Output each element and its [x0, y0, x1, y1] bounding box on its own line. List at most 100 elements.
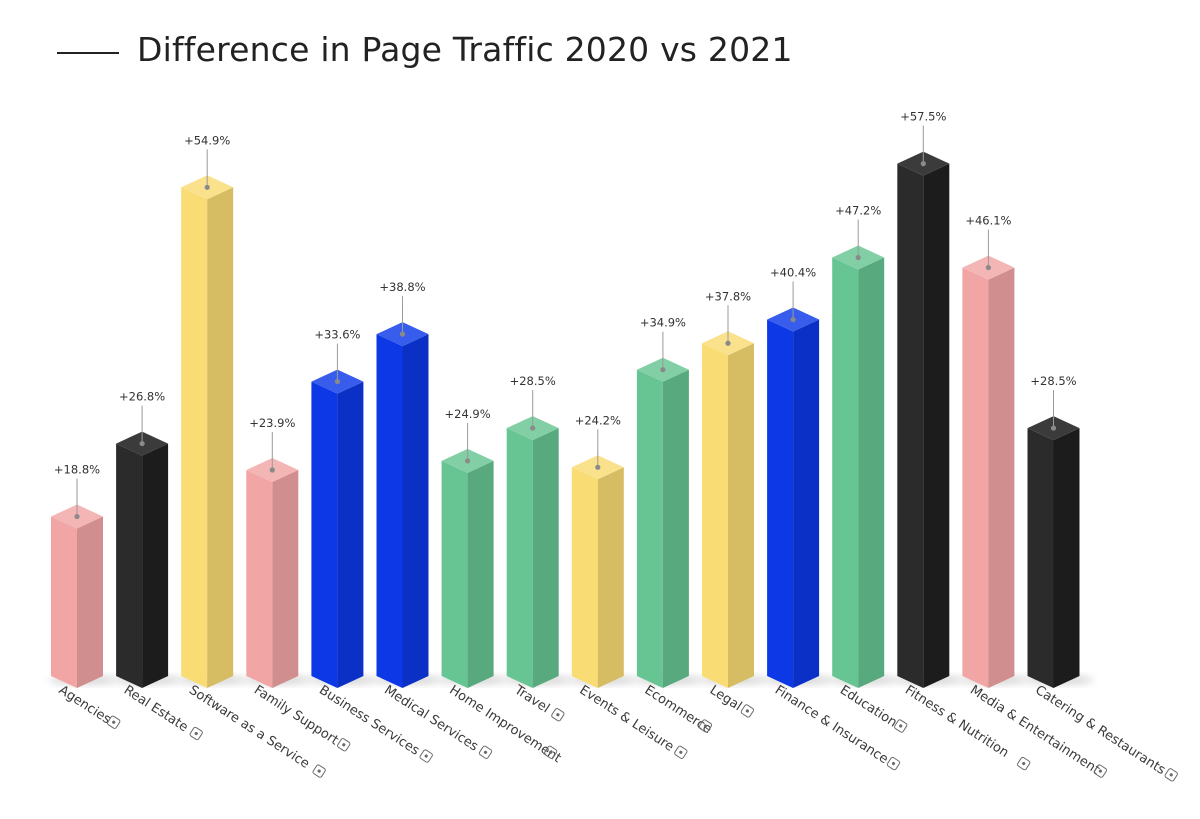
- icon-dot: [899, 724, 903, 728]
- value-dot: [399, 331, 406, 337]
- icon-outline: [551, 708, 565, 722]
- category-label: Home Improvement: [446, 683, 563, 766]
- calendar-icon: [674, 745, 688, 759]
- icon-outline: [894, 719, 908, 733]
- bar-13: +47.2% Education: [830, 204, 908, 733]
- bar-face-right: [532, 428, 559, 688]
- handshake-icon: [107, 715, 121, 729]
- value-label: +28.5%: [1030, 374, 1076, 388]
- bar-face-left: [702, 343, 728, 688]
- category-label: Finance & Insurance: [772, 683, 891, 767]
- value-label: +18.8%: [54, 463, 100, 477]
- bar-face-left: [116, 443, 143, 688]
- title-rule: [57, 52, 119, 54]
- bar-face-left: [376, 334, 403, 688]
- value-dot: [334, 378, 340, 385]
- icon-dot: [342, 743, 346, 747]
- bar-face-right: [467, 460, 494, 688]
- icon-dot: [1169, 773, 1173, 777]
- bar-face-left: [897, 163, 924, 689]
- value-dot: [465, 458, 471, 464]
- value-label: +24.9%: [445, 407, 491, 421]
- dollar-icon: [886, 756, 901, 771]
- icon-dot: [1098, 769, 1102, 773]
- icon-outline: [1164, 768, 1178, 782]
- value-label: +38.8%: [379, 280, 425, 294]
- bar-face-left: [962, 267, 989, 688]
- icon-dot: [556, 713, 560, 717]
- icon-outline: [674, 745, 688, 759]
- bar-16: +28.5%Catering & Restaurants: [1025, 374, 1178, 782]
- chef-icon: [1164, 768, 1178, 782]
- icon-dot: [112, 720, 116, 724]
- icon-outline: [543, 745, 558, 759]
- icon-outline: [312, 764, 326, 778]
- category-label: Education: [837, 683, 899, 731]
- icon-dot: [483, 750, 488, 754]
- icon-outline: [1017, 756, 1031, 771]
- icon-outline: [698, 719, 713, 733]
- value-dot: [269, 467, 275, 473]
- bar-8: +28.5%Travel: [504, 374, 573, 722]
- category-label: Agencies: [56, 683, 114, 728]
- bar-12: +40.4% Finance & Insurance: [765, 266, 901, 771]
- bar-face-left: [246, 470, 273, 688]
- bar-face-right: [597, 467, 624, 688]
- value-label: +40.4%: [770, 266, 816, 280]
- value-dot: [204, 184, 210, 190]
- value-dot: [855, 254, 861, 261]
- bar-face-left: [1027, 428, 1054, 688]
- value-label: +46.1%: [965, 214, 1011, 228]
- gear-icon: [312, 764, 326, 778]
- icon-outline: [1093, 764, 1108, 778]
- icon-dot: [424, 754, 428, 758]
- value-dot: [74, 513, 80, 520]
- icon-dot: [549, 750, 553, 754]
- category-label: Real Estate: [121, 683, 191, 736]
- value-dot: [1050, 425, 1057, 431]
- value-dot: [660, 367, 666, 373]
- icon-dot: [194, 731, 198, 736]
- bar-10: +34.9%Ecommerce: [634, 316, 714, 737]
- category-label: Media & Entertainment: [967, 683, 1102, 778]
- bar-face-left: [571, 467, 598, 688]
- value-dot: [530, 425, 536, 431]
- bar-face-right: [402, 334, 429, 688]
- dumbbell-icon: [1017, 756, 1031, 771]
- bar-6: +38.8%Medical Services: [374, 280, 493, 759]
- icon-outline: [189, 726, 203, 741]
- value-label: +54.9%: [184, 133, 230, 147]
- bar-face-right: [988, 267, 1015, 688]
- bar-face-right: [337, 381, 364, 688]
- icon-outline: [478, 745, 493, 759]
- icon-outline: [740, 704, 755, 718]
- toolbox-icon: [543, 745, 558, 759]
- value-dot: [920, 161, 926, 167]
- book-icon: [894, 719, 908, 733]
- bar-face-right: [1053, 428, 1080, 688]
- value-label: +34.9%: [640, 316, 686, 330]
- bar-1: +18.8% Agencies: [49, 463, 121, 729]
- bar-face-left: [636, 369, 663, 688]
- gavel-icon: [740, 704, 755, 718]
- bar-face-right: [77, 516, 103, 688]
- icon-dot: [317, 769, 321, 773]
- icon-dot: [1022, 761, 1026, 766]
- bar-face-left: [441, 460, 468, 688]
- bar-11: +37.8% Legal: [700, 289, 768, 718]
- bar-face-left: [51, 516, 77, 688]
- icon-dot: [703, 724, 708, 728]
- bar-face-right: [858, 257, 885, 688]
- bar-face-right: [728, 343, 754, 688]
- icon-dot: [891, 761, 896, 766]
- bar-face-right: [662, 369, 689, 688]
- icon-outline: [107, 715, 121, 729]
- icon-outline: [886, 756, 901, 771]
- value-label: +26.8%: [119, 390, 165, 404]
- icon-outline: [419, 749, 433, 763]
- stethoscope-icon: [478, 745, 493, 759]
- bar-face-right: [142, 443, 169, 688]
- bar-face-left: [767, 319, 794, 688]
- play-icon: [1093, 764, 1108, 778]
